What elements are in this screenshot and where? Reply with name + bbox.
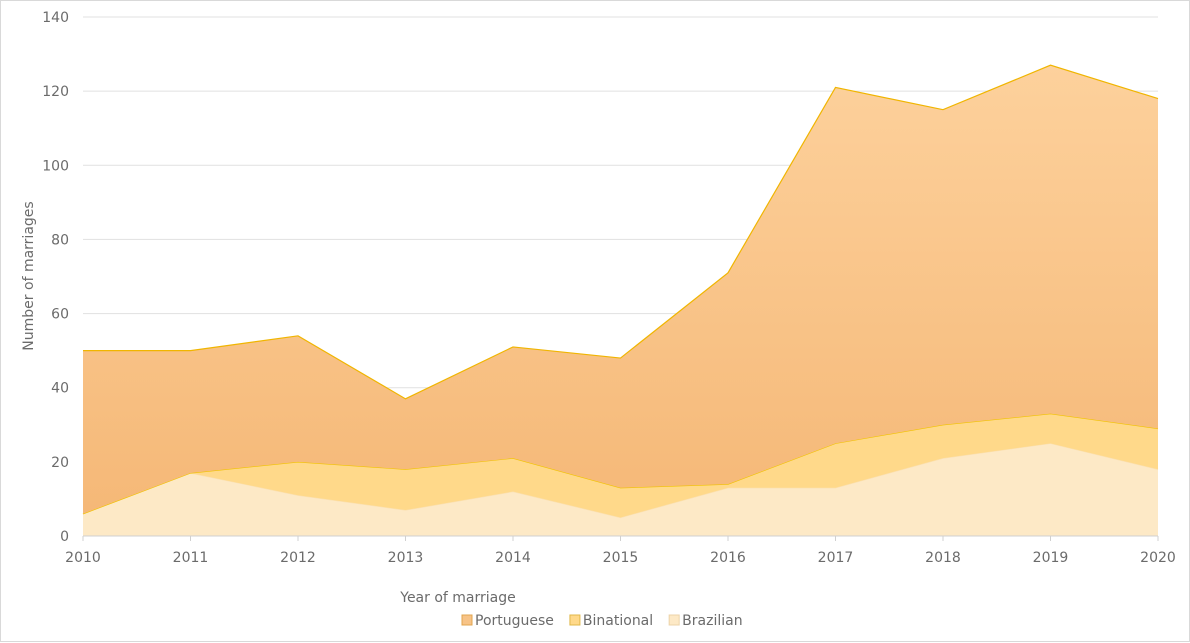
legend-label: Portuguese: [475, 613, 554, 629]
x-tick-label: 2017: [818, 550, 854, 566]
area-edge-portuguese: [83, 64, 1159, 400]
legend-swatch: [668, 614, 680, 626]
x-axis-title: Year of marriage: [399, 590, 516, 606]
y-tick-label: 60: [51, 307, 69, 323]
x-tick-label: 2015: [603, 550, 639, 566]
y-tick-label: 40: [51, 381, 69, 397]
legend-item-brazilian[interactable]: Brazilian: [668, 613, 743, 629]
plot-areas: [82, 64, 1159, 536]
legend-swatch: [461, 614, 473, 626]
x-axis-ticks: 2010 2011 2012 2013 2014 2015 2016 2017 2018 2019…: [65, 535, 1176, 566]
x-tick-label: 2010: [65, 550, 101, 566]
y-axis-title: Number of marriages: [21, 201, 37, 350]
legend-item-binational[interactable]: Binational: [569, 613, 653, 629]
x-tick-label: 2012: [280, 550, 316, 566]
legend-label: Binational: [583, 613, 653, 629]
x-tick-label: 2019: [1033, 550, 1069, 566]
area-brazilian: [83, 443, 1158, 536]
y-tick-label: 140: [42, 10, 69, 26]
y-tick-label: 80: [51, 232, 69, 248]
legend: Portuguese Binational Brazilian: [461, 613, 743, 629]
x-tick-label: 2014: [495, 550, 531, 566]
legend-swatch: [569, 614, 581, 626]
y-tick-label: 0: [60, 529, 69, 545]
x-tick-label: 2013: [388, 550, 424, 566]
legend-item-portuguese[interactable]: Portuguese: [461, 613, 554, 629]
area-binational: [83, 413, 1158, 518]
x-tick-label: 2020: [1140, 550, 1176, 566]
y-tick-label: 100: [42, 158, 69, 174]
x-tick-label: 2011: [173, 550, 209, 566]
area-portuguese: [83, 65, 1158, 514]
y-axis-ticks: 0 20 40 60 80 100 120 140: [42, 10, 69, 545]
y-tick-label: 20: [51, 455, 69, 471]
y-tick-label: 120: [42, 84, 69, 100]
x-tick-label: 2018: [925, 550, 961, 566]
x-tick-label: 2016: [710, 550, 746, 566]
legend-label: Brazilian: [682, 613, 742, 629]
